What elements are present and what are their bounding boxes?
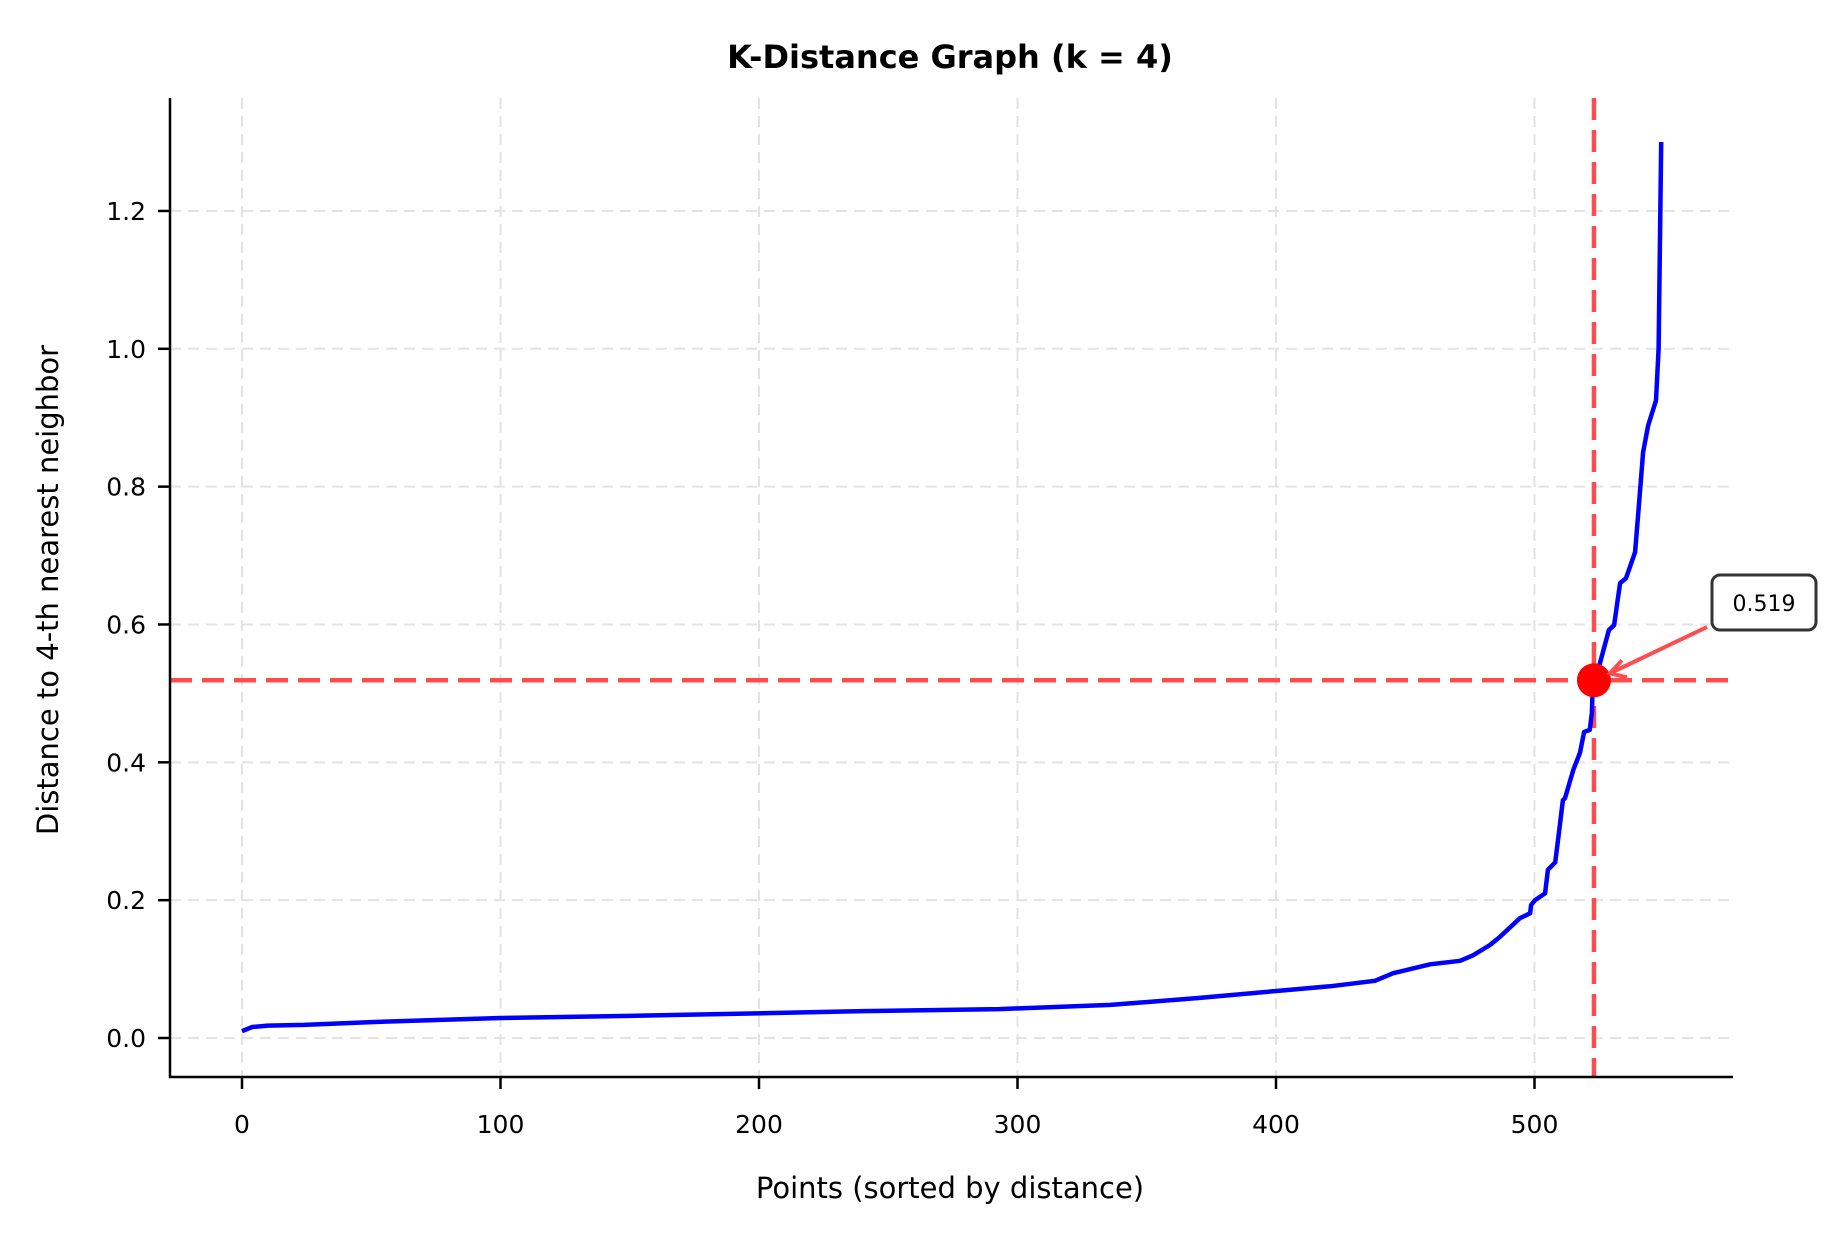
knee-annotation: 0.519 bbox=[1606, 573, 1818, 680]
x-tick-label: 300 bbox=[994, 1110, 1042, 1139]
x-axis-label: Points (sorted by distance) bbox=[756, 1171, 1144, 1205]
x-axis-ticks: 0 100 200 300 400 500 bbox=[234, 1077, 1558, 1139]
x-tick-label: 0 bbox=[234, 1110, 250, 1139]
arrow-icon bbox=[1609, 625, 1708, 676]
annotation-label: 0.519 bbox=[1733, 592, 1796, 617]
x-tick-label: 400 bbox=[1252, 1110, 1300, 1139]
annotation-box bbox=[1710, 573, 1818, 632]
y-tick-label: 0.0 bbox=[106, 1024, 146, 1053]
y-tick-label: 0.6 bbox=[106, 610, 146, 639]
y-axis-ticks: 0.0 0.2 0.4 0.6 0.8 1.0 1.2 bbox=[106, 197, 170, 1053]
x-tick-label: 500 bbox=[1511, 1110, 1559, 1139]
y-tick-label: 0.2 bbox=[106, 886, 146, 915]
x-tick-label: 100 bbox=[477, 1110, 525, 1139]
y-tick-label: 0.4 bbox=[106, 748, 146, 777]
grid-lines bbox=[170, 98, 1733, 1077]
chart-title: K-Distance Graph (k = 4) bbox=[727, 38, 1173, 76]
arrowhead-icon bbox=[1606, 658, 1628, 680]
x-tick-label: 200 bbox=[735, 1110, 783, 1139]
knee-point-marker bbox=[1576, 663, 1611, 698]
y-axis-label: Distance to 4-th nearest neighbor bbox=[31, 345, 65, 835]
reference-lines bbox=[170, 98, 1733, 1077]
y-tick-label: 1.2 bbox=[106, 197, 146, 226]
y-tick-label: 0.8 bbox=[106, 473, 146, 502]
k-distance-line bbox=[241, 141, 1664, 1034]
axes bbox=[168, 98, 1733, 1079]
y-tick-label: 1.0 bbox=[106, 335, 146, 364]
